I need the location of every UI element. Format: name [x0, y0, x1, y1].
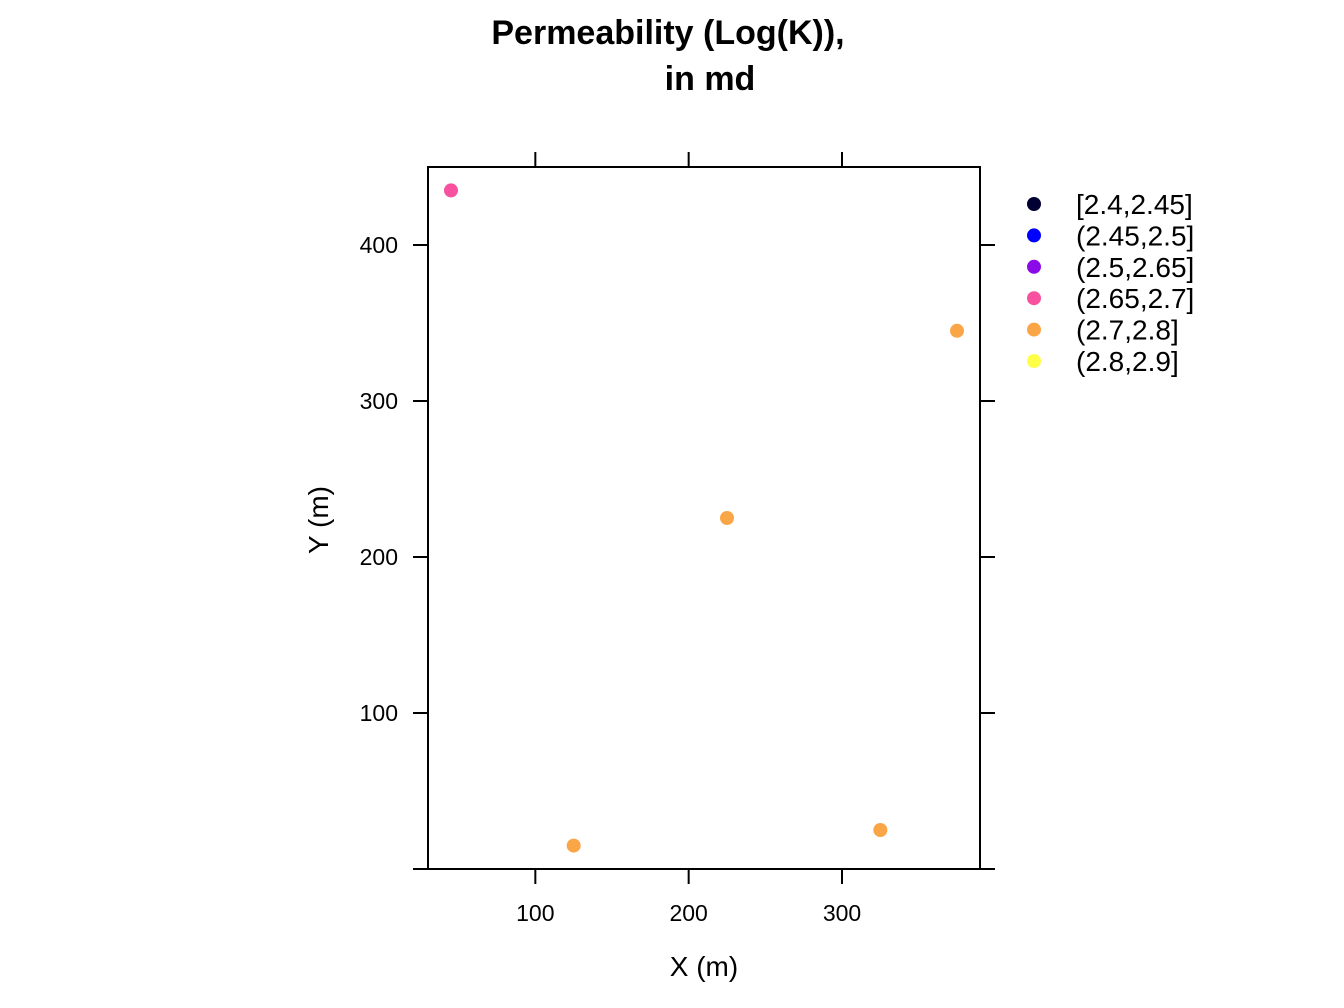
legend-marker — [1027, 259, 1041, 274]
legend-marker — [1027, 197, 1041, 211]
legend-marker — [1027, 354, 1041, 368]
legend-label: (2.8,2.9] — [1076, 346, 1179, 377]
data-point — [566, 838, 581, 853]
y-tick-label: 300 — [360, 388, 398, 414]
y-axis-ticks: 100 200 300 400 — [360, 232, 995, 870]
x-tick-label: 100 — [516, 900, 554, 926]
data-point — [873, 823, 888, 837]
data-points — [444, 183, 964, 853]
y-tick-label: 100 — [360, 700, 398, 726]
y-tick-label: 400 — [360, 232, 398, 258]
legend-label: (2.5,2.65] — [1076, 252, 1194, 283]
data-point — [720, 511, 734, 525]
chart-title-line-1: Permeability (Log(K)), — [491, 14, 844, 52]
plot-frame — [427, 166, 981, 870]
chart-title-line-2: in md — [665, 60, 756, 98]
x-axis-ticks: 100 200 300 — [516, 152, 861, 926]
legend-label: (2.45,2.5] — [1076, 220, 1194, 251]
legend-label: (2.65,2.7] — [1076, 283, 1194, 314]
x-axis-label: X (m) — [670, 951, 738, 982]
data-point — [950, 323, 964, 338]
legend-label: (2.7,2.8] — [1076, 315, 1179, 346]
y-tick-label: 200 — [360, 544, 398, 570]
legend-marker — [1027, 322, 1041, 337]
y-axis-label: Y (m) — [303, 486, 334, 554]
data-point — [444, 183, 458, 198]
legend-marker — [1027, 291, 1041, 306]
legend-label: [2.4,2.45] — [1076, 189, 1193, 220]
x-tick-label: 200 — [669, 900, 707, 926]
legend: [2.4,2.45](2.45,2.5](2.5,2.65](2.65,2.7]… — [1027, 189, 1194, 377]
legend-marker — [1027, 228, 1041, 243]
x-tick-label: 300 — [823, 900, 861, 926]
